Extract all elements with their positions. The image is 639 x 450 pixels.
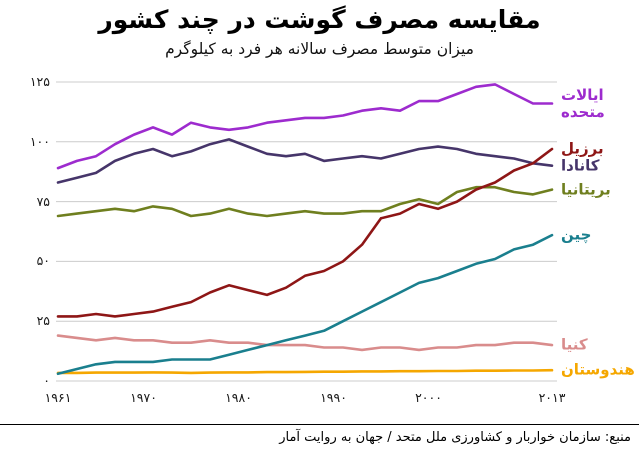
series-label-kenya: کنیا — [561, 335, 588, 354]
source-caption: منبع: سازمان خواربار و کشاورزی ملل متحد … — [0, 424, 639, 450]
series-line-canada — [56, 138, 554, 184]
series-label-india: هندوستان — [561, 360, 635, 379]
series-label-united-states: ایالات متحده — [561, 85, 605, 121]
y-axis-tick-label: ۵۰ — [36, 253, 50, 269]
chart-title: مقایسه مصرف گوشت در چند کشور — [98, 5, 541, 34]
y-axis-tick-label: ۱۲۵ — [29, 74, 50, 89]
series-label-china: چین — [561, 225, 592, 244]
series-line-britain — [56, 185, 554, 218]
x-axis-tick-label: ۱۹۸۰ — [225, 390, 252, 405]
series-label-canada: کانادا — [561, 156, 600, 175]
series-label-brazil: برزیل — [561, 139, 604, 158]
x-axis-tick-label: ۱۹۶۱ — [44, 390, 72, 405]
x-axis-tick-label: ۱۹۷۰ — [130, 390, 157, 405]
series-line-united-states — [56, 83, 554, 170]
chart-subtitle: میزان متوسط مصرف سالانه هر فرد به کیلوگر… — [165, 40, 474, 58]
x-axis-tick-label: ۱۹۹۰ — [320, 390, 347, 405]
x-axis-tick-label: ۲۰۱۳ — [538, 390, 566, 405]
x-axis-tick-label: ۲۰۰۰ — [415, 390, 442, 405]
y-axis-tick-label: ۰ — [43, 373, 50, 388]
series-line-india — [56, 368, 554, 375]
y-axis-tick-label: ۲۵ — [36, 313, 50, 329]
series-line-brazil — [56, 147, 554, 318]
series-label-britain: بریتانیا — [561, 179, 611, 198]
series-line-kenya — [56, 334, 554, 352]
series-line-china — [56, 233, 554, 376]
y-axis-tick-label: ۷۵ — [36, 193, 50, 209]
y-axis-tick-label: ۱۰۰ — [29, 133, 50, 149]
